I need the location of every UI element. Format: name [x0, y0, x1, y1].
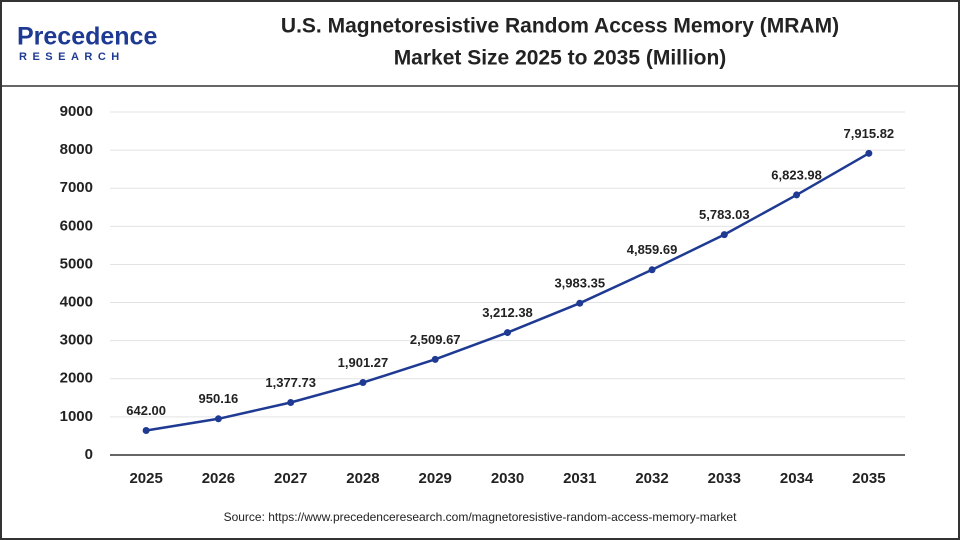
x-tick-label: 2033	[708, 470, 741, 487]
data-point	[793, 191, 801, 199]
y-tick-label: 4000	[60, 294, 93, 311]
x-tick-label: 2030	[491, 470, 524, 487]
data-point	[142, 427, 150, 435]
data-label: 7,915.82	[844, 126, 895, 141]
x-tick-label: 2031	[563, 470, 596, 487]
y-tick-label: 6000	[60, 217, 93, 234]
source-note: Source: https://www.precedenceresearch.c…	[224, 510, 738, 524]
chart-title: U.S. Magnetoresistive Random Access Memo…	[281, 15, 839, 38]
data-label: 950.16	[199, 391, 239, 406]
y-tick-label: 3000	[60, 332, 93, 349]
data-label: 2,509.67	[410, 332, 461, 347]
x-tick-label: 2029	[419, 470, 452, 487]
data-label: 642.00	[126, 403, 166, 418]
data-point	[431, 355, 439, 363]
data-point	[648, 266, 656, 274]
data-point	[865, 149, 873, 157]
logo-sub: RESEARCH	[19, 51, 125, 63]
chart-title: Market Size 2025 to 2035 (Million)	[394, 47, 727, 70]
y-tick-label: 1000	[60, 408, 93, 425]
data-point	[720, 231, 728, 239]
y-tick-label: 0	[85, 446, 93, 463]
x-tick-label: 2034	[780, 470, 814, 487]
x-tick-label: 2035	[852, 470, 885, 487]
data-point	[287, 398, 295, 406]
x-tick-label: 2026	[202, 470, 235, 487]
x-tick-label: 2028	[346, 470, 379, 487]
y-tick-label: 2000	[60, 370, 93, 387]
y-tick-label: 8000	[60, 141, 93, 158]
y-tick-label: 5000	[60, 255, 93, 272]
data-label: 4,859.69	[627, 242, 678, 257]
data-label: 1,377.73	[265, 375, 316, 390]
data-point	[359, 379, 367, 387]
x-tick-label: 2032	[635, 470, 668, 487]
y-tick-label: 7000	[60, 179, 93, 196]
data-label: 3,212.38	[482, 305, 533, 320]
data-label: 5,783.03	[699, 207, 750, 222]
x-tick-label: 2025	[129, 470, 162, 487]
data-label: 1,901.27	[338, 355, 389, 370]
y-tick-label: 9000	[60, 103, 93, 120]
data-point	[214, 415, 222, 423]
x-tick-label: 2027	[274, 470, 307, 487]
data-point	[576, 299, 584, 307]
data-point	[504, 329, 511, 337]
logo-name: Precedence	[17, 23, 157, 51]
data-label: 3,983.35	[554, 276, 605, 291]
data-label: 6,823.98	[771, 167, 822, 182]
